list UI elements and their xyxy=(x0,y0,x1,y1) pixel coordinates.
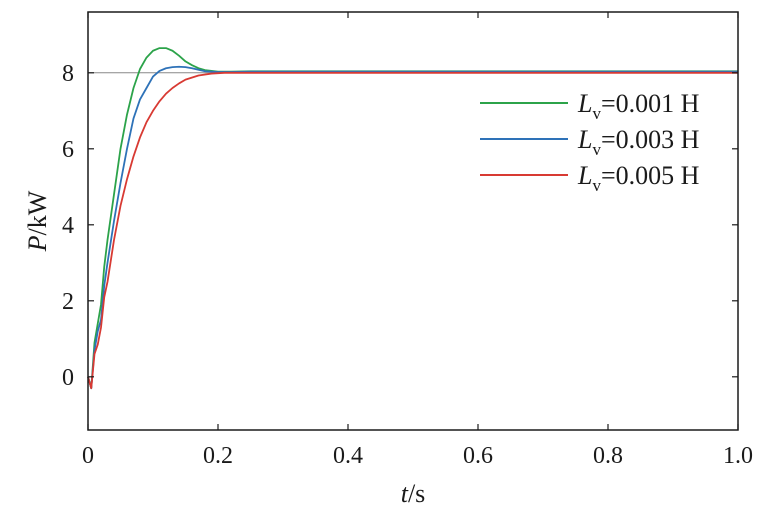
y-axis-variable: P xyxy=(23,235,52,252)
legend-value: =0.005 H xyxy=(601,161,700,190)
y-tick-label: 4 xyxy=(62,213,74,239)
x-tick-label: 0.6 xyxy=(463,443,493,469)
legend-variable: L xyxy=(577,161,592,190)
legend: Lv=0.001 HLv=0.003 HLv=0.005 H xyxy=(480,89,700,195)
y-axis-unit: /kW xyxy=(23,190,52,235)
legend-subscript: v xyxy=(592,104,601,123)
x-tick-label: 0.2 xyxy=(203,443,233,469)
axis-ticks: 0 0.2 0.4 0.6 0.8 1.0 0 2 4 6 8 xyxy=(62,12,753,469)
x-tick-label: 1.0 xyxy=(723,443,753,469)
y-tick-label: 8 xyxy=(62,61,74,87)
legend-label-2: Lv=0.003 H xyxy=(577,125,700,159)
x-tick-label: 0.4 xyxy=(333,443,363,469)
y-tick-label: 2 xyxy=(62,289,74,315)
y-axis-label: P/kW xyxy=(23,190,52,252)
series-line-3 xyxy=(87,71,738,390)
legend-variable: L xyxy=(577,89,592,118)
legend-value: =0.003 H xyxy=(601,125,700,154)
legend-value: =0.001 H xyxy=(601,89,700,118)
legend-label-3: Lv=0.005 H xyxy=(577,161,700,195)
x-tick-label: 0.8 xyxy=(593,443,623,469)
x-axis-variable: t xyxy=(401,479,409,508)
legend-variable: L xyxy=(577,125,592,154)
series-layer xyxy=(87,47,738,390)
y-tick-label: 6 xyxy=(62,137,74,163)
legend-subscript: v xyxy=(592,140,601,159)
series-line-2 xyxy=(87,65,738,390)
plot-area-frame xyxy=(87,11,739,431)
x-axis-unit: /s xyxy=(408,479,425,508)
x-tick-label: 0 xyxy=(82,443,94,469)
y-tick-label: 0 xyxy=(62,365,74,391)
legend-subscript: v xyxy=(592,176,601,195)
x-axis-label: t/s xyxy=(401,479,426,508)
legend-label-1: Lv=0.001 H xyxy=(577,89,700,123)
